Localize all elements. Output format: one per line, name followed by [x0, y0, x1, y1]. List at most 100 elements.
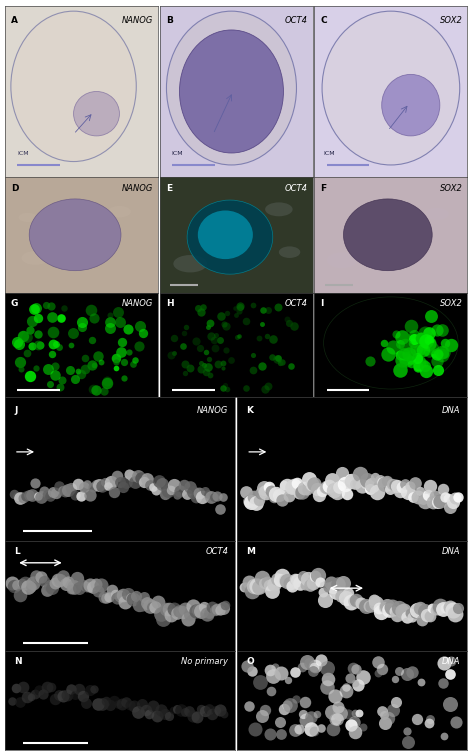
Point	[396, 364, 403, 376]
Point	[40, 575, 48, 587]
Point	[155, 475, 163, 487]
Point	[202, 366, 210, 378]
Point	[276, 357, 283, 369]
Ellipse shape	[344, 199, 432, 271]
Point	[219, 382, 227, 394]
Point	[380, 602, 388, 614]
Point	[112, 356, 119, 368]
Point	[51, 577, 59, 589]
Point	[67, 682, 74, 694]
Point	[359, 671, 367, 683]
Point	[89, 359, 96, 371]
Point	[91, 359, 98, 371]
Point	[48, 311, 56, 323]
Point	[378, 605, 385, 618]
Point	[269, 670, 277, 682]
Point	[249, 349, 256, 361]
Point	[276, 574, 283, 586]
Point	[447, 654, 455, 667]
Point	[125, 323, 132, 336]
Point	[355, 597, 362, 609]
Point	[356, 707, 363, 719]
Point	[89, 581, 97, 593]
Point	[373, 597, 380, 609]
Point	[24, 691, 31, 703]
Point	[198, 363, 205, 375]
Point	[383, 475, 391, 487]
Point	[240, 581, 248, 593]
Point	[347, 719, 355, 731]
Point	[384, 713, 392, 725]
Point	[250, 580, 258, 592]
Point	[220, 708, 228, 720]
Point	[296, 722, 303, 734]
Point	[395, 602, 403, 615]
Point	[151, 601, 159, 613]
Point	[59, 484, 66, 496]
Point	[407, 358, 414, 370]
Point	[434, 364, 441, 376]
Point	[248, 664, 255, 676]
Point	[403, 725, 411, 737]
Point	[111, 588, 118, 600]
Point	[381, 336, 388, 348]
Ellipse shape	[322, 11, 460, 165]
Point	[77, 368, 85, 380]
Point	[69, 327, 77, 339]
Point	[417, 332, 425, 344]
Point	[375, 602, 383, 614]
Point	[261, 383, 269, 395]
Point	[219, 602, 227, 614]
Point	[433, 354, 441, 366]
Point	[154, 596, 162, 608]
Point	[100, 591, 108, 603]
Point	[433, 348, 441, 360]
Point	[13, 578, 21, 590]
Point	[178, 606, 186, 618]
Point	[333, 486, 341, 498]
Point	[219, 491, 227, 503]
Point	[159, 612, 167, 624]
Point	[26, 324, 34, 336]
Point	[345, 587, 352, 599]
Point	[195, 487, 202, 499]
Point	[197, 305, 205, 317]
Point	[416, 602, 423, 615]
Point	[324, 581, 332, 593]
Text: C: C	[320, 17, 327, 26]
Point	[197, 342, 204, 354]
Point	[32, 570, 40, 582]
Point	[263, 576, 271, 588]
Point	[98, 480, 106, 492]
Point	[223, 320, 230, 332]
Point	[410, 329, 418, 341]
Point	[281, 703, 288, 715]
Point	[217, 704, 224, 716]
Point	[202, 346, 210, 358]
Point	[65, 576, 73, 588]
Point	[55, 341, 63, 353]
Point	[113, 362, 120, 374]
Point	[250, 491, 257, 503]
Point	[224, 383, 231, 395]
Text: NANOG: NANOG	[122, 184, 153, 193]
Point	[320, 483, 328, 495]
Point	[258, 360, 265, 372]
Point	[131, 476, 139, 488]
Point	[329, 722, 337, 734]
Point	[28, 315, 36, 327]
Point	[181, 706, 189, 718]
Point	[447, 668, 454, 680]
Point	[370, 594, 378, 606]
Point	[116, 316, 124, 328]
Point	[27, 581, 35, 593]
Point	[255, 581, 263, 593]
Point	[416, 356, 423, 368]
Point	[47, 682, 55, 694]
Point	[130, 593, 137, 605]
Point	[71, 489, 78, 501]
Point	[273, 353, 281, 365]
Point	[24, 581, 32, 593]
Point	[396, 485, 404, 497]
Point	[308, 722, 315, 734]
